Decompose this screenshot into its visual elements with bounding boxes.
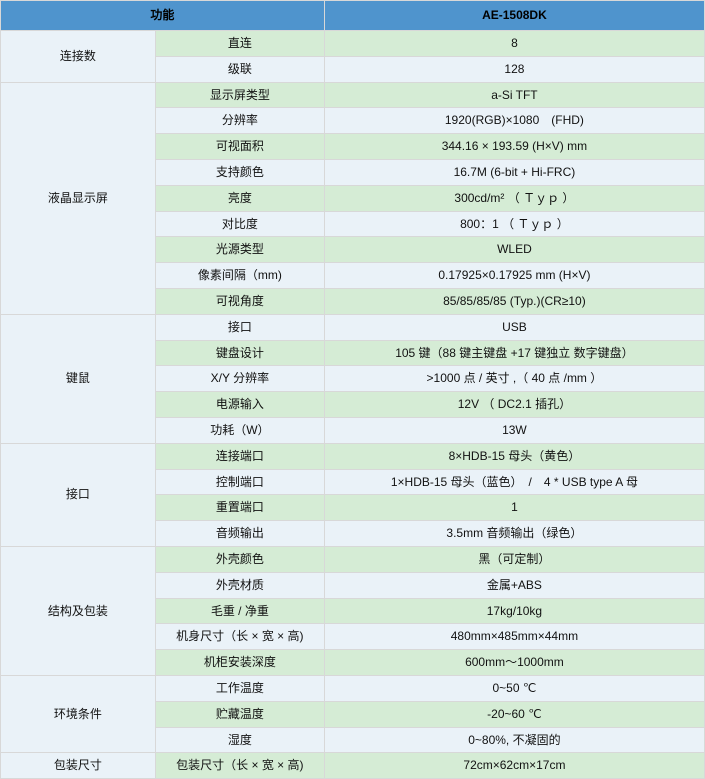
spec-label: 可视角度 — [155, 288, 324, 314]
spec-label: 连接端口 — [155, 443, 324, 469]
table-row: 键鼠接口USB — [1, 314, 705, 340]
spec-label: X/Y 分辨率 — [155, 366, 324, 392]
spec-label: 光源类型 — [155, 237, 324, 263]
spec-label: 工作温度 — [155, 675, 324, 701]
spec-value: 17kg/10kg — [324, 598, 704, 624]
spec-label: 贮藏温度 — [155, 701, 324, 727]
spec-value: USB — [324, 314, 704, 340]
spec-value: 105 键（88 键主键盘 +17 键独立 数字键盘） — [324, 340, 704, 366]
table-body: 连接数直连8级联128液晶显示屏显示屏类型a-Si TFT分辨率1920(RGB… — [1, 31, 705, 779]
table-row: 连接数直连8 — [1, 31, 705, 57]
group-cell: 液晶显示屏 — [1, 82, 156, 314]
header-model: AE-1508DK — [324, 1, 704, 31]
spec-label: 分辨率 — [155, 108, 324, 134]
spec-label: 功耗（W） — [155, 417, 324, 443]
spec-value: 1 — [324, 495, 704, 521]
group-cell: 键鼠 — [1, 314, 156, 443]
spec-label: 机身尺寸（长 × 宽 × 高) — [155, 624, 324, 650]
spec-table: 功能 AE-1508DK 连接数直连8级联128液晶显示屏显示屏类型a-Si T… — [0, 0, 705, 779]
spec-label: 对比度 — [155, 211, 324, 237]
spec-label: 电源输入 — [155, 392, 324, 418]
spec-value: 16.7M (6-bit + Hi-FRC) — [324, 159, 704, 185]
group-cell: 连接数 — [1, 31, 156, 83]
spec-label: 可视面积 — [155, 134, 324, 160]
group-cell: 结构及包装 — [1, 546, 156, 675]
spec-label: 控制端口 — [155, 469, 324, 495]
spec-value: 8×HDB-15 母头（黄色） — [324, 443, 704, 469]
spec-value: 1920(RGB)×1080 (FHD) — [324, 108, 704, 134]
spec-label: 亮度 — [155, 185, 324, 211]
spec-value: 3.5mm 音频输出（绿色） — [324, 521, 704, 547]
spec-value: -20~60 ℃ — [324, 701, 704, 727]
spec-value: 600mm～1000mm — [324, 650, 704, 676]
spec-value: 85/85/85/85 (Typ.)(CR≥10) — [324, 288, 704, 314]
spec-value: 13W — [324, 417, 704, 443]
spec-value: 0.17925×0.17925 mm (H×V) — [324, 263, 704, 289]
spec-value: 8 — [324, 31, 704, 57]
spec-value: 128 — [324, 56, 704, 82]
table-row: 液晶显示屏显示屏类型a-Si TFT — [1, 82, 705, 108]
header-feature: 功能 — [1, 1, 325, 31]
spec-value: 300cd/m² （ Ｔｙｐ ） — [324, 185, 704, 211]
group-cell: 包装尺寸 — [1, 753, 156, 779]
spec-value: 480mm×485mm×44mm — [324, 624, 704, 650]
group-cell: 环境条件 — [1, 675, 156, 752]
spec-label: 机柜安装深度 — [155, 650, 324, 676]
spec-label: 毛重 / 净重 — [155, 598, 324, 624]
spec-value: 344.16 × 193.59 (H×V) mm — [324, 134, 704, 160]
group-cell: 接口 — [1, 443, 156, 546]
spec-label: 直连 — [155, 31, 324, 57]
spec-value: WLED — [324, 237, 704, 263]
spec-label: 外壳颜色 — [155, 546, 324, 572]
spec-value: 800：1 （ Ｔｙｐ ） — [324, 211, 704, 237]
spec-value: 1×HDB-15 母头（蓝色） / 4 * USB type A 母 — [324, 469, 704, 495]
table-row: 包装尺寸包装尺寸（长 × 宽 × 高)72cm×62cm×17cm — [1, 753, 705, 779]
spec-value: 金属+ABS — [324, 572, 704, 598]
spec-value: 黑（可定制） — [324, 546, 704, 572]
table-row: 接口连接端口8×HDB-15 母头（黄色） — [1, 443, 705, 469]
spec-label: 重置端口 — [155, 495, 324, 521]
spec-label: 包装尺寸（长 × 宽 × 高) — [155, 753, 324, 779]
spec-label: 显示屏类型 — [155, 82, 324, 108]
spec-label: 外壳材质 — [155, 572, 324, 598]
spec-value: 0~50 ℃ — [324, 675, 704, 701]
spec-value: >1000 点 / 英寸 ,（ 40 点 /mm ） — [324, 366, 704, 392]
table-row: 结构及包装外壳颜色黑（可定制） — [1, 546, 705, 572]
spec-label: 接口 — [155, 314, 324, 340]
spec-label: 支持颜色 — [155, 159, 324, 185]
spec-label: 音频输出 — [155, 521, 324, 547]
spec-value: 0~80%, 不凝固的 — [324, 727, 704, 753]
spec-label: 湿度 — [155, 727, 324, 753]
header-row: 功能 AE-1508DK — [1, 1, 705, 31]
spec-value: a-Si TFT — [324, 82, 704, 108]
spec-label: 级联 — [155, 56, 324, 82]
spec-value: 72cm×62cm×17cm — [324, 753, 704, 779]
spec-label: 键盘设计 — [155, 340, 324, 366]
spec-label: 像素间隔（mm) — [155, 263, 324, 289]
spec-value: 12V （ DC2.1 插孔） — [324, 392, 704, 418]
table-row: 环境条件工作温度0~50 ℃ — [1, 675, 705, 701]
